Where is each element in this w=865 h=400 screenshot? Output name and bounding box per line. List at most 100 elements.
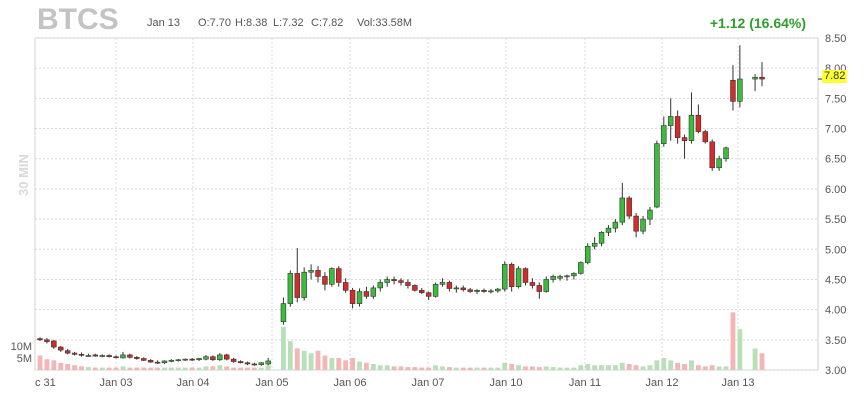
candle-body[interactable] [550,276,556,280]
candle-body[interactable] [251,363,258,366]
candle-body[interactable] [217,354,223,361]
candle-body[interactable] [619,197,626,223]
candle-body[interactable] [716,158,722,169]
candle-body[interactable] [127,354,133,358]
candle-body[interactable] [336,268,342,283]
candle-body[interactable] [702,131,709,143]
candle-body[interactable] [92,354,99,357]
candle-body[interactable] [329,268,335,285]
candle-body[interactable] [64,350,71,354]
candle-body[interactable] [681,137,688,141]
candle-body[interactable] [515,268,522,287]
candle-body[interactable] [237,361,244,364]
candle-body[interactable] [626,197,632,217]
candle-body[interactable] [113,356,119,359]
candle-body[interactable] [224,354,230,360]
candle-body[interactable] [640,218,646,232]
candle-body[interactable] [752,76,758,80]
candle-body[interactable] [154,361,161,364]
candle-body[interactable] [287,273,294,304]
candle-body[interactable] [695,114,702,132]
candle-body[interactable] [258,362,265,365]
candle-body[interactable] [723,147,729,160]
candle-body[interactable] [536,285,543,292]
candle-body[interactable] [349,290,356,304]
candle-body[interactable] [196,358,202,361]
candle-body[interactable] [667,116,674,126]
candle-body[interactable] [147,360,154,363]
candle-body[interactable] [585,245,591,263]
candle-body[interactable] [647,209,653,220]
candle-body[interactable] [322,276,328,285]
candle-body[interactable] [99,355,105,357]
candle-body[interactable] [230,358,237,362]
candle-body[interactable] [564,275,570,278]
candle-body[interactable] [384,279,390,283]
candle-body[interactable] [342,282,349,291]
candle-body[interactable] [557,276,563,279]
candle-body[interactable] [439,282,446,285]
candle-body[interactable] [529,282,536,286]
candle-body[interactable] [460,287,466,291]
candle-body[interactable] [474,290,480,292]
candle-body[interactable] [370,287,377,297]
candle-body[interactable] [58,346,64,351]
candle-body[interactable] [508,264,515,287]
candle-body[interactable] [502,264,508,290]
candle-body[interactable] [391,279,397,281]
candle-body[interactable] [44,339,50,342]
candle-body[interactable] [571,273,577,277]
candle-body[interactable] [612,221,619,229]
candle-body[interactable] [522,268,529,283]
candle-body[interactable] [315,270,321,277]
candle-body[interactable] [605,227,612,233]
candle-body[interactable] [412,285,418,291]
candle-body[interactable] [37,338,43,341]
candle-body[interactable] [446,282,453,289]
candle-body[interactable] [405,282,411,286]
candle-body[interactable] [654,143,660,208]
candle-body[interactable] [661,125,667,144]
candle-body[interactable] [737,78,743,102]
candle-body[interactable] [244,362,251,365]
candle-body[interactable] [598,232,605,244]
candle-body[interactable] [203,356,209,360]
candle-body[interactable] [591,242,598,247]
candle-body[interactable] [78,354,85,356]
candle-body[interactable] [730,79,736,102]
candle-body[interactable] [51,340,57,348]
candle-body[interactable] [294,273,300,298]
candle-body[interactable] [432,283,439,297]
candle-body[interactable] [189,358,195,361]
candle-body[interactable] [280,303,287,323]
candle-body[interactable] [301,271,307,298]
candle-body[interactable] [134,357,140,359]
candle-body[interactable] [419,290,425,294]
candle-body[interactable] [161,360,168,364]
candle-body[interactable] [481,290,487,292]
candle-body[interactable] [578,262,584,274]
candle-body[interactable] [363,291,370,297]
candle-body[interactable] [425,292,432,297]
candle-body[interactable] [398,280,404,283]
candle-body[interactable] [709,141,715,169]
candle-body[interactable] [210,356,216,361]
candle-body[interactable] [488,290,494,293]
candle-body[interactable] [356,291,363,304]
candle-body[interactable] [674,116,681,138]
candle-body[interactable] [467,289,473,292]
candle-body[interactable] [71,352,78,355]
candle-body[interactable] [85,355,92,357]
candle-body[interactable] [308,270,314,273]
candle-body[interactable] [106,355,112,358]
candle-body[interactable] [377,282,383,289]
candle-body[interactable] [688,114,695,141]
candle-body[interactable] [168,360,175,362]
candle-body[interactable] [120,354,126,359]
candle-body[interactable] [759,76,765,80]
candle-body[interactable] [453,287,460,290]
candle-body[interactable] [175,359,182,362]
candle-body[interactable] [543,279,549,292]
candle-body[interactable] [633,215,639,232]
candle-body[interactable] [265,360,271,365]
